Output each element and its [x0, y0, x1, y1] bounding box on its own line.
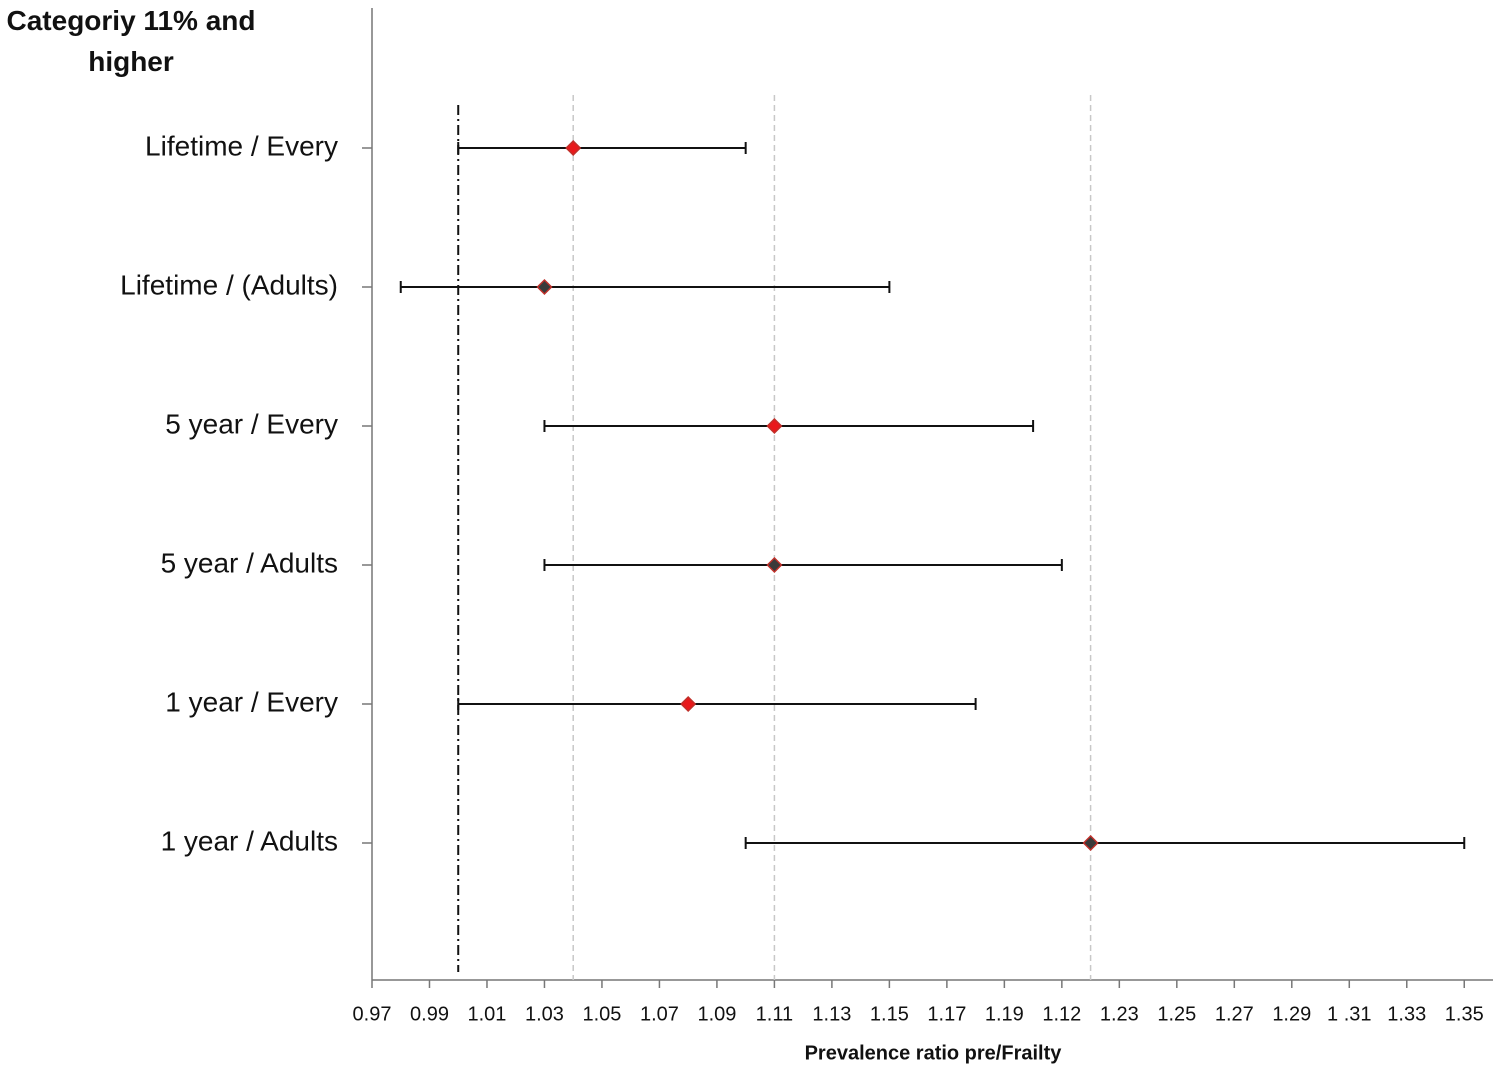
x-tick-label: 1.27	[1215, 1003, 1254, 1025]
x-tick-label: 1.23	[1100, 1003, 1139, 1025]
point-marker	[1082, 834, 1099, 852]
point-marker	[565, 139, 582, 157]
point-marker	[766, 417, 783, 435]
x-tick-label: 1.19	[985, 1003, 1024, 1025]
x-tick-label: 0.97	[353, 1003, 392, 1025]
point-marker	[536, 278, 553, 296]
x-tick-label: 1.11	[756, 1003, 793, 1025]
x-tick-label: 1.13	[812, 1003, 851, 1025]
x-tick-label: 1.05	[582, 1003, 621, 1025]
x-tick-label: 1.01	[468, 1003, 507, 1025]
point-marker	[680, 695, 697, 713]
x-tick-label: 1.33	[1387, 1003, 1426, 1025]
y-tick-label: Lifetime / (Adults)	[120, 269, 338, 300]
y-tick-label: 5 year / Adults	[161, 547, 338, 578]
x-axis-label: Prevalence ratio pre/Frailty	[805, 1042, 1063, 1064]
x-tick-label: 1 .31	[1327, 1003, 1371, 1025]
x-tick-label: 1.17	[927, 1003, 966, 1025]
x-tick-label: 1.35	[1445, 1003, 1484, 1025]
point-marker	[766, 556, 783, 574]
y-tick-label: Lifetime / Every	[145, 130, 338, 161]
x-tick-label: 1.07	[640, 1003, 679, 1025]
x-tick-label: 1.12	[1042, 1003, 1081, 1025]
x-tick-label: 0.99	[410, 1003, 449, 1025]
chart-title: Categoriy 11% and higher	[6, 5, 256, 77]
x-tick-label: 1.25	[1157, 1003, 1196, 1025]
y-tick-label: 5 year / Every	[165, 408, 338, 439]
y-tick-label: 1 year / Adults	[161, 825, 338, 856]
x-tick-label: 1.15	[870, 1003, 909, 1025]
y-tick-label: 1 year / Every	[165, 686, 338, 717]
x-tick-label: 1.09	[697, 1003, 736, 1025]
x-tick-label: 1.29	[1272, 1003, 1311, 1025]
x-tick-label: 1.03	[525, 1003, 564, 1025]
